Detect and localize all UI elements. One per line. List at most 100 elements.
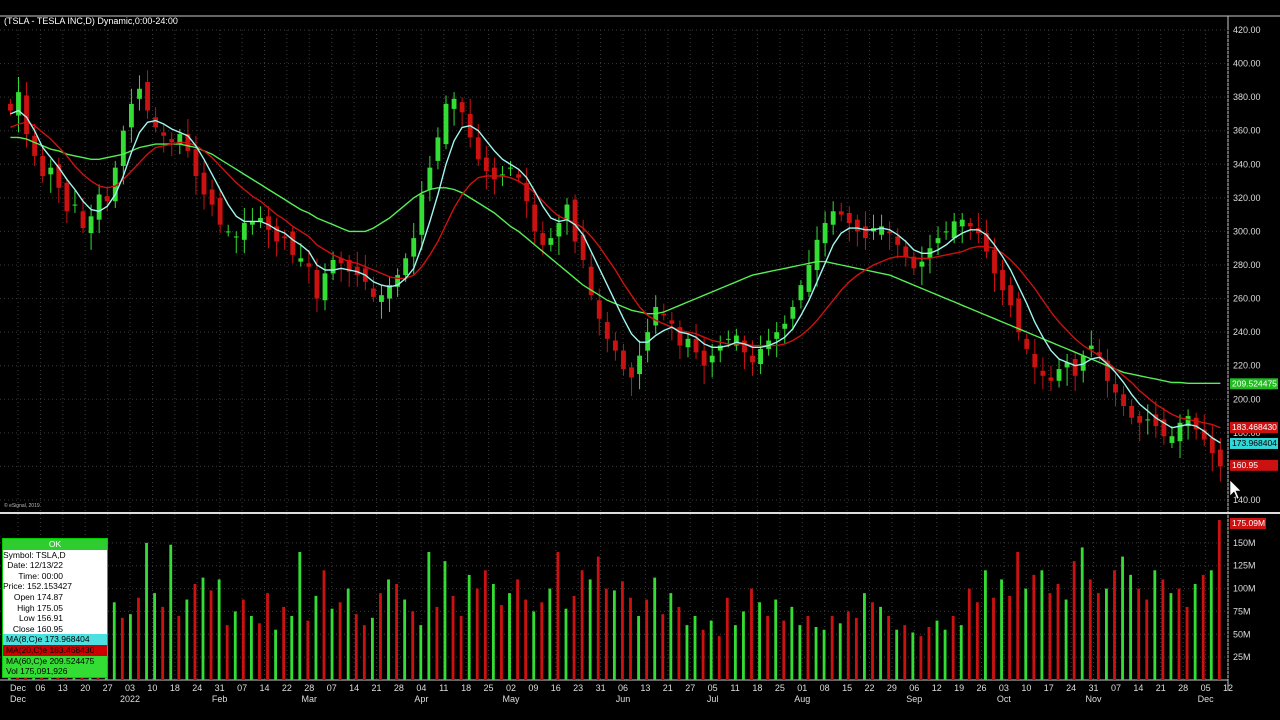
candle-body (790, 306, 796, 319)
volume-last-bg (1230, 518, 1266, 529)
info-volume: Vol 175,091,926 (3, 666, 107, 677)
candle-body (80, 211, 86, 229)
info-low: Low 156.91 (19, 613, 63, 624)
candle-body (959, 219, 965, 227)
volume-bar (1185, 606, 1189, 680)
candle-body (621, 350, 626, 370)
volume-bar (153, 593, 157, 680)
info-price: Price: 152.153427 (3, 581, 72, 592)
volume-bar (1072, 561, 1076, 680)
candle-body (1024, 338, 1030, 349)
volume-bar (419, 625, 423, 680)
volume-tick-label: 50M (1233, 629, 1251, 639)
candle-body (483, 157, 489, 171)
volume-bar (137, 597, 140, 680)
candle-body (233, 236, 239, 238)
price-tick-label: 340.00 (1233, 159, 1261, 169)
candle-body (1193, 417, 1199, 430)
candle-body (48, 167, 54, 175)
candle-body (24, 95, 29, 135)
candle-body (1008, 285, 1014, 306)
volume-bar (830, 616, 834, 680)
candle-body (379, 295, 384, 302)
ma60-price-label-bg (1230, 378, 1278, 390)
month-label: Dec (10, 694, 27, 704)
candle-body (1000, 270, 1005, 291)
volume-bar (467, 574, 471, 680)
volume-bar (225, 625, 229, 680)
candle-body (943, 231, 949, 233)
month-label: Mar (302, 694, 318, 704)
volume-bar (1000, 579, 1003, 680)
candle-body (1040, 370, 1046, 376)
volume-bar (338, 602, 342, 680)
x-tick-label: 28 (394, 683, 404, 693)
volume-bar (1201, 574, 1205, 680)
candle-body (1016, 298, 1022, 333)
volume-bar (669, 593, 673, 680)
volume-bar (943, 629, 947, 680)
candle-body (774, 332, 780, 339)
candle-body (241, 223, 247, 240)
price-tick-label: 280.00 (1233, 260, 1261, 270)
x-tick-label: 06 (618, 683, 628, 693)
candle-body (548, 238, 554, 245)
candle-body (629, 367, 634, 378)
candle-body (1177, 422, 1183, 442)
volume-bar (1129, 574, 1133, 680)
volume-bar (846, 611, 850, 680)
volume-bar (1024, 588, 1028, 680)
price-tick-label: 140.00 (1233, 495, 1261, 505)
candle-body (338, 258, 344, 264)
x-tick-label: 12 (932, 683, 942, 693)
candle-body (661, 313, 667, 316)
last-price-label-bg (1230, 459, 1278, 471)
x-tick-label: 28 (1178, 683, 1188, 693)
volume-bar (379, 593, 382, 680)
volume-bar (1096, 593, 1100, 680)
x-tick-label: 10 (147, 683, 157, 693)
candle-body (879, 226, 884, 235)
candle-body (887, 231, 893, 234)
cursor-info-window[interactable]: OK Symbol: TSLA,D Date: 12/13/22 Time: 0… (2, 538, 108, 678)
volume-bar (1113, 570, 1116, 680)
volume-bar (621, 581, 624, 680)
candle-body (387, 285, 392, 299)
candle-body (1096, 352, 1102, 356)
volume-bar (935, 620, 939, 680)
grid-lines (0, 29, 1229, 680)
candle-body (96, 194, 102, 220)
x-tick-label: 27 (103, 683, 113, 693)
volume-bar (201, 577, 205, 680)
volume-bar (766, 616, 770, 680)
candle-body (1032, 353, 1038, 368)
candle-body (443, 103, 449, 145)
volume-bar (1056, 584, 1060, 680)
x-tick-label: 14 (259, 683, 269, 693)
candle-body (435, 137, 441, 161)
candle-body (258, 218, 263, 222)
candle-body (169, 139, 175, 143)
candle-body (814, 239, 820, 271)
volume-bar (491, 584, 495, 680)
candle-body (217, 197, 223, 225)
volume-bar (685, 625, 689, 680)
candle-body (717, 345, 723, 351)
info-ma60: MA(60,C)e 209.524475 (3, 655, 107, 667)
x-tick-label: 31 (596, 683, 606, 693)
volume-bar (427, 552, 431, 680)
volume-bar (717, 636, 721, 680)
volume-bar (790, 606, 794, 680)
candle-body (1161, 419, 1167, 437)
price-tick-label: 220.00 (1233, 361, 1261, 371)
candle-body (1105, 360, 1110, 381)
volume-bar (806, 616, 810, 680)
volume-bar (967, 588, 971, 680)
volume-bar (677, 606, 681, 680)
volume-bar (516, 579, 519, 680)
candle-body (459, 102, 465, 113)
candle-body (88, 216, 94, 234)
candle-body (750, 355, 755, 363)
candle-body (201, 172, 207, 195)
